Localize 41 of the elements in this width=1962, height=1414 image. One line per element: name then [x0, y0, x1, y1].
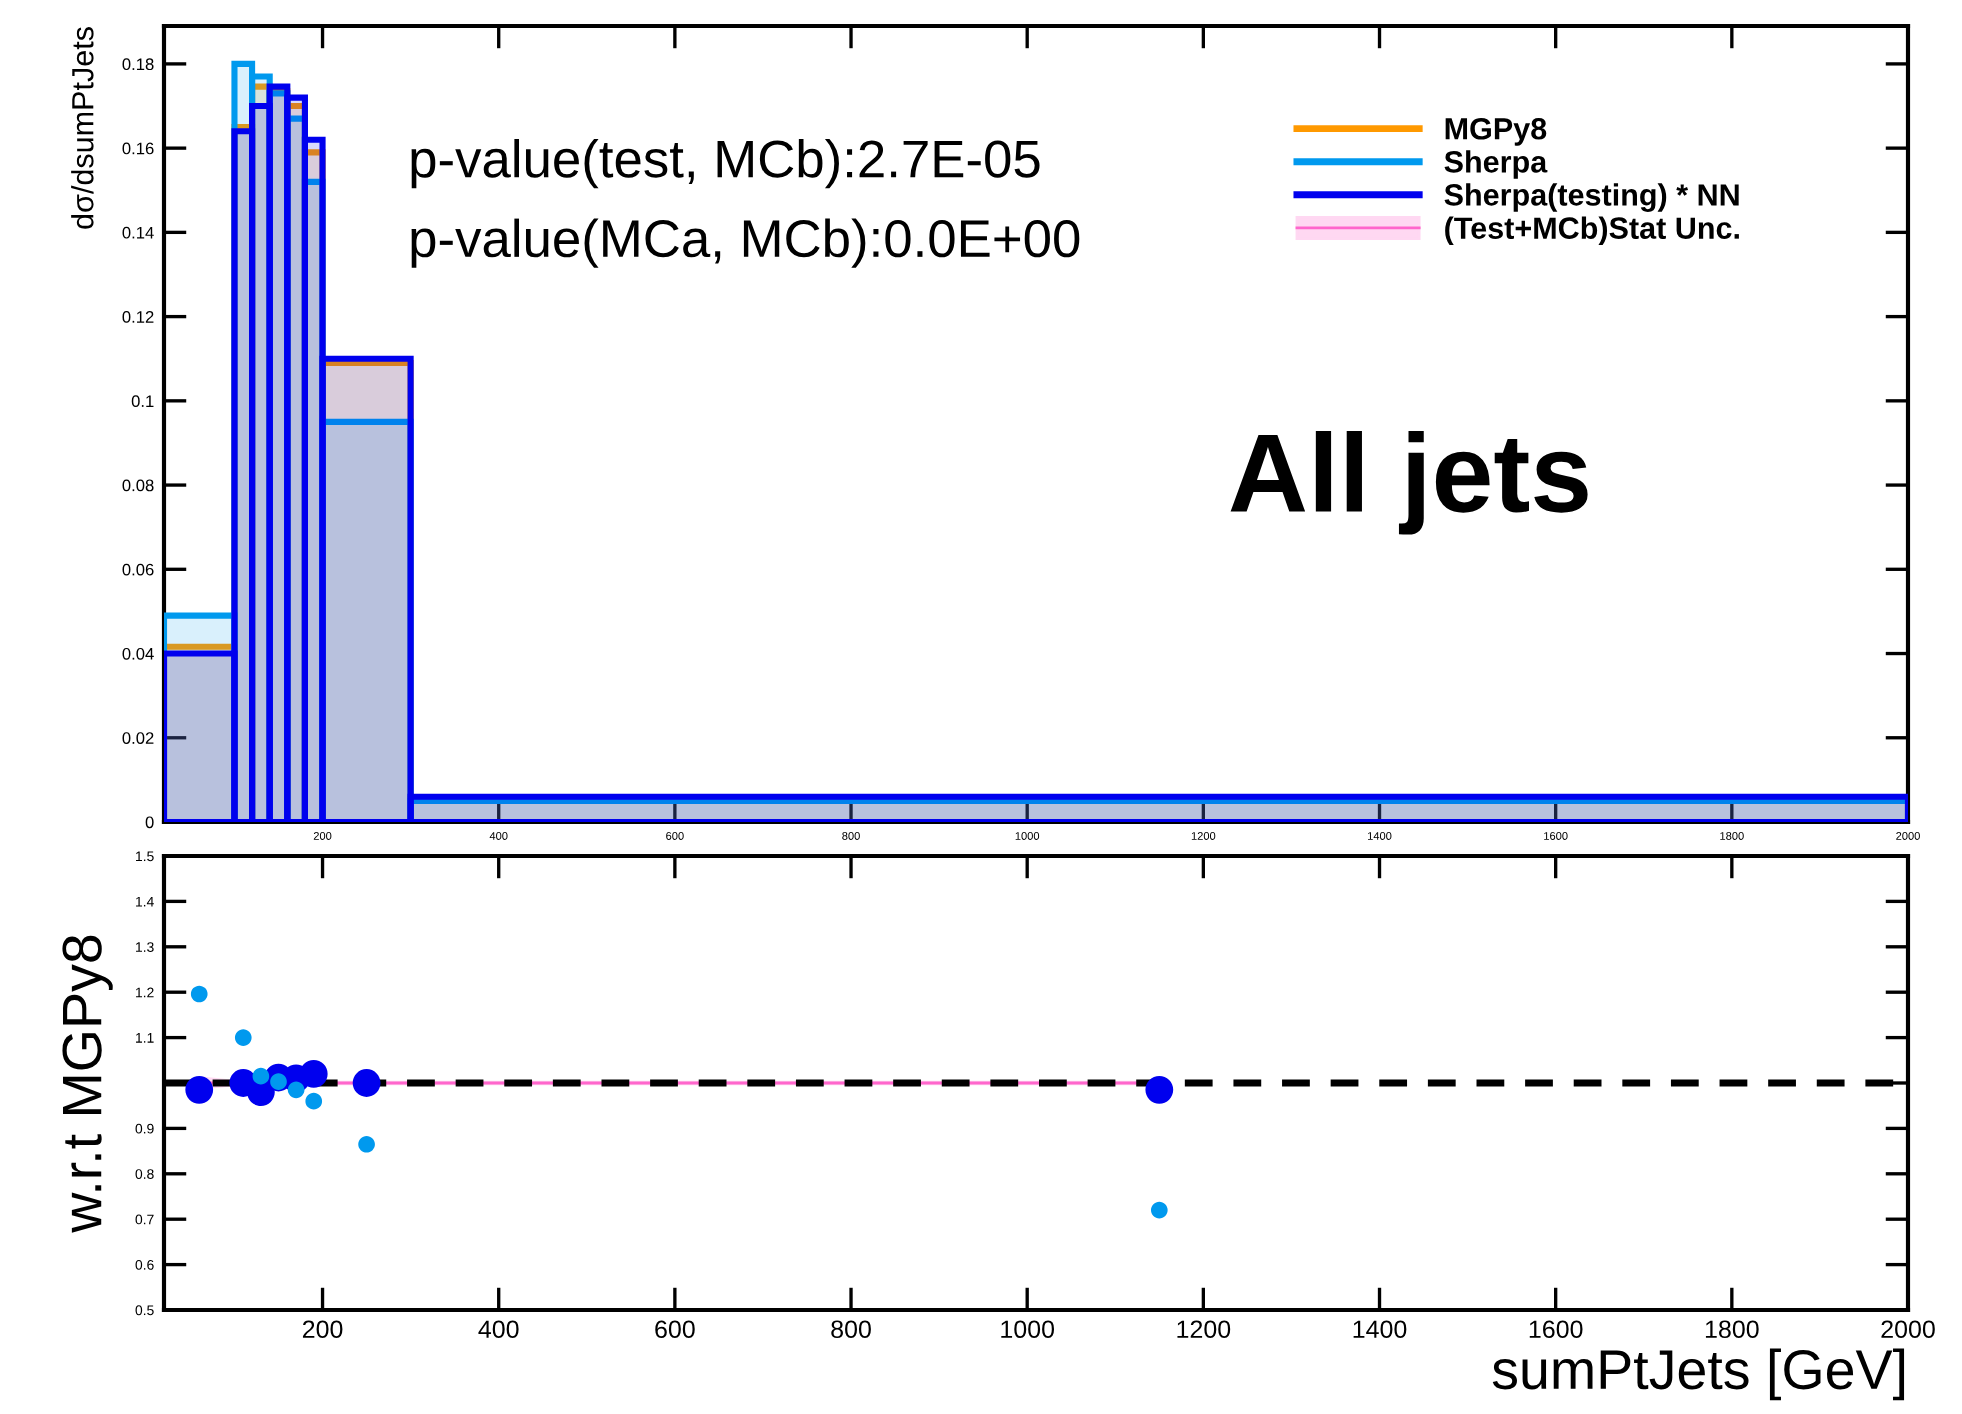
legend-label: Sherpa(testing) * NN: [1444, 183, 1739, 212]
y-tick-label: 0.08: [122, 479, 154, 492]
x-tick-label: 2000: [1881, 1320, 1935, 1339]
y-tick-label: 0.12: [122, 311, 154, 323]
point: [287, 1081, 305, 1099]
point: [358, 1135, 375, 1153]
x-tick-label: 400: [478, 1320, 519, 1339]
point: [1150, 1201, 1168, 1219]
x-tick-label: 1000: [1001, 1320, 1055, 1339]
annotation: p-value(test, MCb):2.7E-05: [411, 138, 1040, 189]
x-axis-title: sumPtJets [GeV]: [1492, 1348, 1905, 1401]
x-tick-label: 1600: [1529, 1320, 1583, 1339]
annotation: p-value(MCa, MCb):0.0E+00: [411, 218, 1080, 268]
x-tick-label: 1200: [1177, 1320, 1231, 1339]
point: [190, 985, 208, 1003]
legend-label: Sherpa: [1444, 150, 1548, 179]
y-tick-label: 0: [145, 816, 154, 829]
x-tick-label: 600: [655, 1320, 695, 1339]
point: [299, 1060, 328, 1088]
point: [305, 1092, 323, 1110]
point: [352, 1069, 381, 1097]
y-tick-label: 0.18: [122, 58, 154, 71]
y-tick-label: 0.02: [122, 732, 154, 744]
x-tick-label: 200: [302, 1320, 343, 1339]
x-tick-label: 800: [831, 1320, 871, 1339]
annotation: All jets: [1230, 431, 1588, 535]
x-tick-label: 1800: [1705, 1320, 1759, 1339]
y-tick-label: 0.1: [131, 395, 154, 408]
y-tick-label: 0.16: [122, 142, 154, 155]
point: [234, 1029, 252, 1046]
point: [252, 1067, 270, 1085]
y-tick-label: 0.14: [122, 226, 154, 239]
legend-label: (Test+MCb)Stat Unc.: [1445, 216, 1739, 245]
y-axis-title: w.r.t MGPy8: [62, 935, 113, 1233]
y-axis-title: dσ/dsumPtJets: [71, 27, 94, 229]
y-tick-label: 0.06: [122, 563, 154, 576]
point: [1145, 1075, 1174, 1104]
y-tick-label: 0.04: [122, 647, 154, 660]
x-tick-label: 1400: [1353, 1320, 1407, 1339]
legend-label: MGPy8: [1445, 117, 1547, 146]
point: [185, 1075, 214, 1104]
